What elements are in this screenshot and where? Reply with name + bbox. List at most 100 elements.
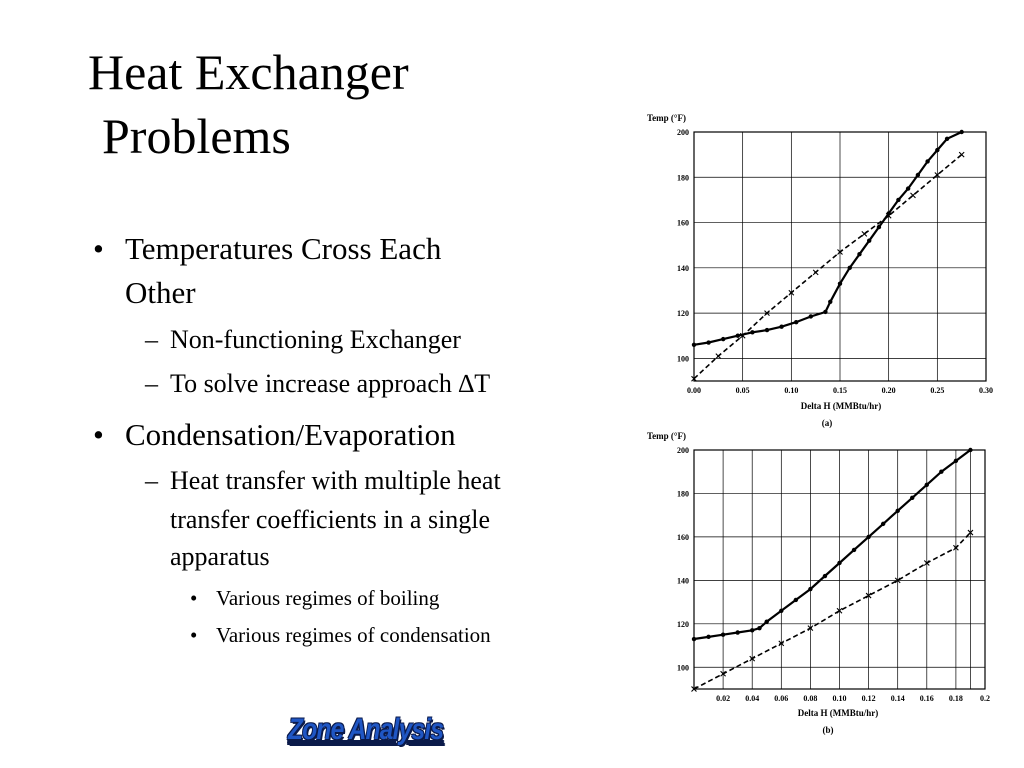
zone-analysis-logo: Zone Analysis [288, 713, 444, 746]
chart-b-series-1-point [967, 529, 974, 536]
chart-a-y-tick-label: 160 [677, 219, 689, 228]
chart-a-x-tick-label: 0.10 [784, 386, 798, 395]
chart-a-series-0-point [905, 186, 911, 191]
chart-a-series-1-point [885, 212, 892, 219]
chart-a-x-tick-label: 0.05 [736, 386, 750, 395]
chart-a-series-1-point [837, 249, 843, 255]
sub-sub-bullet-marker: • [190, 586, 198, 610]
chart-b-x-tick-label: 0.06 [774, 694, 788, 703]
chart-a-series-1-point [691, 375, 697, 382]
chart-b-series-0-point [953, 458, 959, 464]
chart-b-plot-frame [693, 449, 986, 690]
chart-b-series-1-point [720, 670, 726, 677]
chart-b-y-tick-label: 160 [677, 533, 689, 542]
chart-a-series-1-point [934, 172, 941, 178]
slide-title-line-2: Problems [102, 108, 291, 164]
chart-b-series-1-line [693, 532, 971, 690]
chart-a-series-0-point [876, 224, 882, 230]
chart-b-series-1-point [691, 686, 697, 692]
chart-b-y-tick-label: 200 [677, 446, 689, 455]
chart-b-x-tick-label: 0.2 [980, 694, 990, 703]
chart-b-series-0-point [735, 630, 740, 635]
bullet-marker: • [93, 417, 104, 452]
sub-bullet-marker: – [145, 369, 158, 398]
chart-b-x-tick-label: 0.18 [949, 694, 963, 703]
chart-a-x-tick-label: 0.20 [882, 386, 896, 395]
chart-b-series-1-point [865, 592, 872, 599]
chart-a-series-0-point [735, 333, 740, 338]
chart-a-series-0-point [935, 147, 940, 153]
chart-a-series-0-point [823, 309, 828, 315]
chart-a-series-0-line [693, 131, 963, 346]
chart-b-series-0-point [880, 521, 886, 527]
chart-b-series-0-point [750, 628, 755, 633]
sub-bullet-heat-transfer: Heat transfer with multiple heat [170, 466, 501, 495]
bullet-temperatures-cross: Temperatures Cross Each [125, 231, 442, 266]
chart-a-x-tick-label: 0.15 [833, 386, 847, 395]
chart-a-series-0-point [706, 340, 711, 345]
bullet-temperatures-cross-cont: Other [125, 275, 196, 310]
bullet-list: • Temperatures Cross Each Other – Non-fu… [93, 231, 501, 647]
chart-a-y-tick-label: 200 [677, 128, 689, 137]
chart-a-x-tick-label: 0.25 [930, 386, 944, 395]
chart-a-series-1-point [861, 230, 868, 237]
chart-b-y-tick-label: 140 [677, 576, 689, 585]
chart-b-x-axis-label: Delta H (MMBtu/hr) [798, 708, 878, 718]
chart-b-series-0-point [910, 495, 915, 500]
chart-a-series-0-point [896, 197, 901, 203]
chart-a-series-1-point [812, 269, 819, 276]
chart-b-x-tick-label: 0.02 [716, 694, 730, 703]
chart-a-x-tick-label: 0.00 [687, 386, 701, 395]
chart-b-series-0-point [757, 625, 762, 631]
chart-b: Temp (°F) Delta H (MMBtu/hr) (b) 0.02 0.0… [647, 431, 990, 735]
chart-b-series-0-point [837, 560, 842, 566]
chart-a-series-1-point [958, 151, 965, 158]
chart-a-series-0-point [828, 299, 833, 304]
chart-a-series-0-point [750, 330, 755, 335]
chart-b-series-1-point [923, 560, 930, 566]
chart-a-series-1-point [764, 310, 770, 316]
chart-a-series-0-point [808, 314, 813, 319]
chart-b-x-tick-label: 0.04 [745, 694, 759, 703]
chart-b-series-0-point [939, 469, 944, 474]
chart-b-series-1-point [894, 577, 901, 584]
chart-b-series-0-point [968, 447, 973, 453]
chart-a-series-0-point [857, 252, 862, 257]
chart-b-series-1-point [953, 544, 959, 551]
bullet-marker: • [93, 231, 104, 266]
chart-a-caption: (a) [822, 418, 833, 428]
chart-b-y-tick-label: 180 [677, 489, 689, 498]
sub-sub-bullet-boiling: Various regimes of boiling [216, 586, 440, 610]
chart-a-y-tick-label: 180 [677, 173, 689, 182]
chart-b-series-0-point [793, 597, 799, 603]
chart-a: Temp (°F) Delta H (MMBtu/hr) (a) 0.00 0.0… [647, 113, 993, 428]
chart-b-series-0-line [693, 449, 972, 641]
chart-b-series-0-point [779, 608, 784, 613]
chart-a-x-axis-label: Delta H (MMBtu/hr) [801, 401, 881, 411]
chart-b-series-0-point [822, 573, 828, 579]
chart-a-y-tick-label: 140 [677, 264, 689, 273]
chart-a-x-tick-label: 0.30 [979, 386, 993, 395]
sub-bullet-increase-approach: To solve increase approach ∆T [170, 369, 491, 398]
chart-a-series-0-point [764, 327, 770, 333]
chart-a-series-0-point [837, 281, 843, 286]
chart-a-series-0-point [925, 159, 930, 164]
chart-a-series-0-point [721, 336, 726, 342]
chart-b-y-tick-label: 100 [677, 663, 689, 672]
sub-bullet-heat-transfer-cont-2: apparatus [170, 542, 270, 571]
chart-b-x-tick-label: 0.08 [803, 694, 817, 703]
chart-a-series-1-line [693, 153, 963, 380]
chart-b-x-tick-label: 0.12 [862, 694, 876, 703]
chart-a-series-0-point [691, 342, 697, 347]
chart-a-series-1-point [715, 353, 722, 359]
chart-a-series-0-point [794, 319, 799, 325]
sub-bullet-non-functioning: Non-functioning Exchanger [170, 325, 461, 354]
chart-b-x-tick-label: 0.10 [833, 694, 847, 703]
chart-a-y-tick-label: 120 [677, 309, 689, 318]
chart-b-series-1-point [749, 655, 756, 662]
slide-title: Heat Exchanger Problems [88, 40, 409, 168]
chart-a-plot-frame [693, 131, 987, 382]
chart-b-series-0-point [851, 547, 857, 553]
chart-a-series-0-point [847, 265, 852, 271]
chart-b-series-1-point [836, 607, 843, 614]
